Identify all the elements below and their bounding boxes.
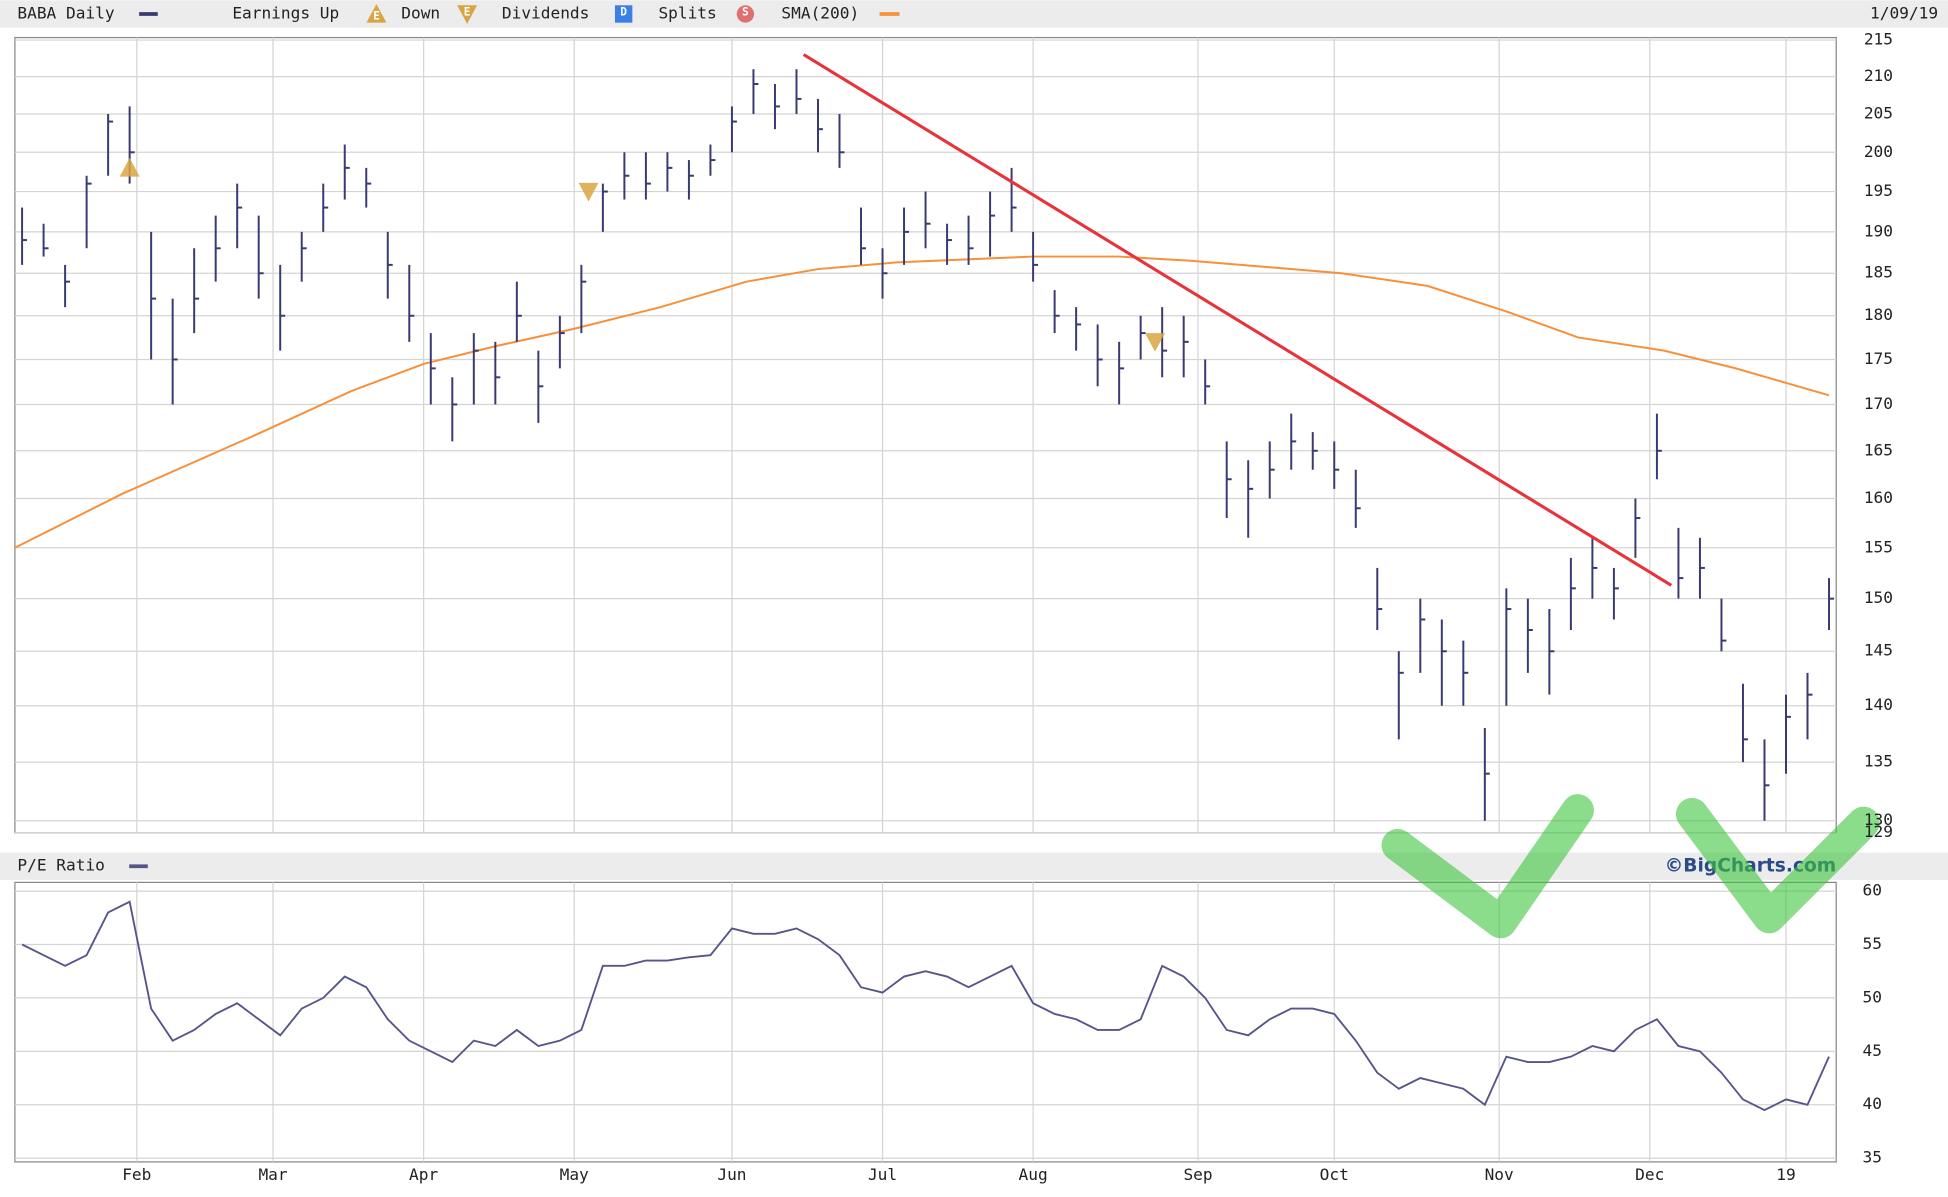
x-tick-label: 19 <box>1776 1165 1795 1184</box>
y-tick-label: 35 <box>1862 1148 1881 1167</box>
checkmark <box>1381 794 1594 939</box>
y-tick-label: 185 <box>1864 263 1893 282</box>
x-tick-label: Aug <box>1019 1165 1048 1184</box>
grid <box>14 37 1837 1162</box>
y-tick-label: 200 <box>1864 142 1893 161</box>
legend-label: Splits <box>658 3 716 22</box>
trendline <box>802 53 1673 587</box>
x-tick-label: Feb <box>122 1165 151 1184</box>
x-tick-label: Sep <box>1183 1165 1212 1184</box>
pe-line <box>21 900 1830 1112</box>
y-tick-label: 40 <box>1862 1094 1881 1113</box>
earnings-marker <box>1145 333 1165 352</box>
sma-line <box>14 255 1830 549</box>
legend-icon <box>614 5 633 23</box>
y-tick-label: 165 <box>1864 440 1893 459</box>
legend-label: SMA(200) <box>781 3 859 22</box>
x-tick-label: Nov <box>1485 1165 1514 1184</box>
y-tick-label: 140 <box>1864 695 1893 714</box>
y-tick-label: 55 <box>1862 934 1881 953</box>
y-tick-label: 130 <box>1864 810 1893 829</box>
marks <box>14 53 1834 1112</box>
x-tick-label: Jul <box>868 1165 897 1184</box>
pe-title: P/E Ratio <box>17 856 104 875</box>
x-tick-label: May <box>560 1165 589 1184</box>
checkmark <box>1675 797 1880 934</box>
legend-label: Down <box>401 3 440 22</box>
checkmarks <box>1381 794 1880 939</box>
y-tick-label: 50 <box>1862 987 1881 1006</box>
y-tick-label: 60 <box>1862 881 1881 900</box>
legend-icon <box>457 5 478 24</box>
legend-label: BABA Daily <box>17 3 114 22</box>
legend-icon-letter: E <box>464 6 471 19</box>
pe-frame <box>14 881 1837 1163</box>
legend-icon-letter: E <box>373 9 380 22</box>
y-tick-label: 205 <box>1864 103 1893 122</box>
y-tick-label: 210 <box>1864 66 1893 85</box>
legend-icon <box>736 5 755 23</box>
legend-icon <box>366 4 387 23</box>
x-tick-label: Jun <box>717 1165 746 1184</box>
y-tick-label: 190 <box>1864 221 1893 240</box>
pe-header-band <box>0 852 1948 880</box>
y-tick-label: 170 <box>1864 394 1893 413</box>
earnings-marker <box>119 157 140 177</box>
y-tick-label: 160 <box>1864 488 1893 507</box>
header-band <box>0 0 1948 28</box>
y-tick-label: 180 <box>1864 305 1893 324</box>
legend-icon-letter: D <box>620 6 627 19</box>
chart-date: 1/09/19 <box>1870 3 1938 22</box>
y-tick-label: 155 <box>1864 537 1893 556</box>
x-tick-label: Dec <box>1635 1165 1664 1184</box>
earnings-marker <box>578 182 599 202</box>
legend-label: Earnings Up <box>232 3 339 22</box>
price-frame <box>14 36 1837 834</box>
y-tick-label: 135 <box>1864 752 1893 771</box>
y-tick-label: 150 <box>1864 588 1893 607</box>
y-tick-label: 195 <box>1864 181 1893 200</box>
y-tick-label: 145 <box>1864 641 1893 660</box>
y-tick-label: 215 <box>1864 30 1893 49</box>
x-tick-label: Oct <box>1320 1165 1349 1184</box>
x-tick-label: Apr <box>409 1165 438 1184</box>
x-tick-label: Mar <box>258 1165 287 1184</box>
y-tick-label: 129 <box>1864 822 1893 841</box>
y-tick-label: 45 <box>1862 1041 1881 1060</box>
legend-icon-letter: S <box>742 6 749 19</box>
legend-label: Dividends <box>502 3 589 22</box>
y-tick-label: 175 <box>1864 349 1893 368</box>
